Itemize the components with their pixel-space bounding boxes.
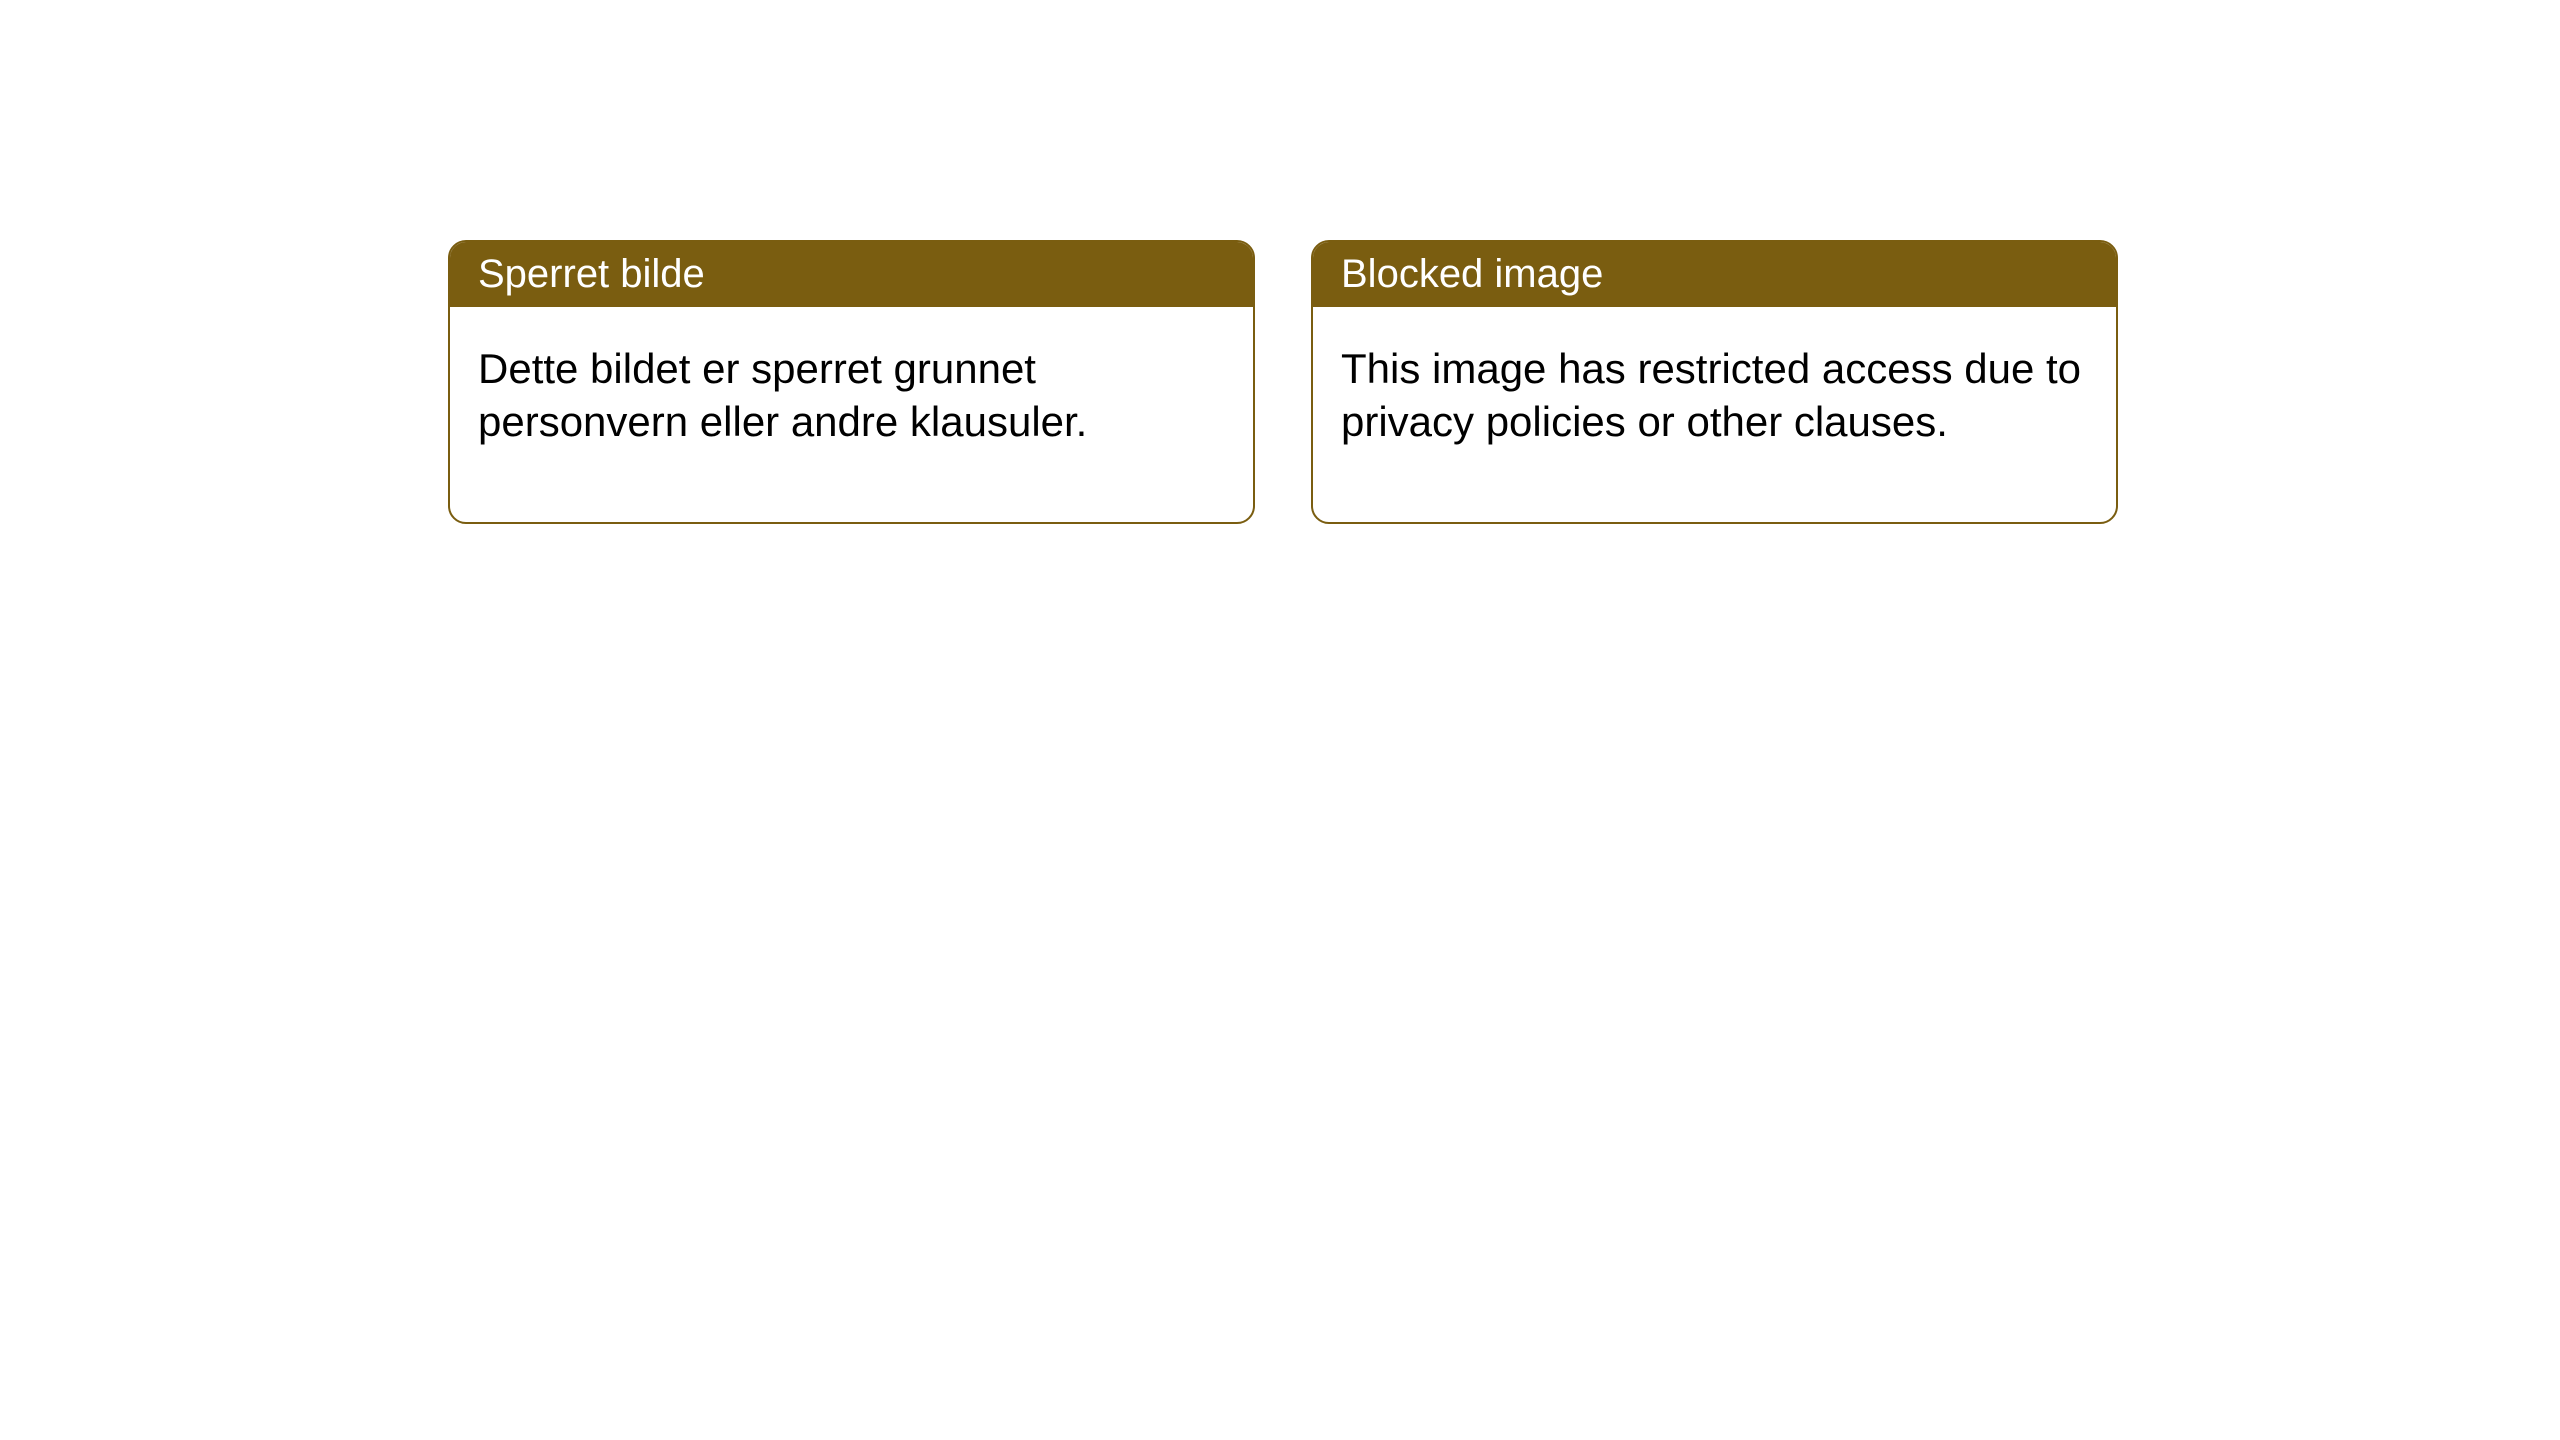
notice-card-norwegian: Sperret bilde Dette bildet er sperret gr… xyxy=(448,240,1255,524)
notice-card-english: Blocked image This image has restricted … xyxy=(1311,240,2118,524)
notice-card-body: This image has restricted access due to … xyxy=(1313,307,2116,522)
notice-container: Sperret bilde Dette bildet er sperret gr… xyxy=(448,240,2118,524)
notice-card-body: Dette bildet er sperret grunnet personve… xyxy=(450,307,1253,522)
notice-card-title: Blocked image xyxy=(1313,242,2116,307)
notice-card-title: Sperret bilde xyxy=(450,242,1253,307)
